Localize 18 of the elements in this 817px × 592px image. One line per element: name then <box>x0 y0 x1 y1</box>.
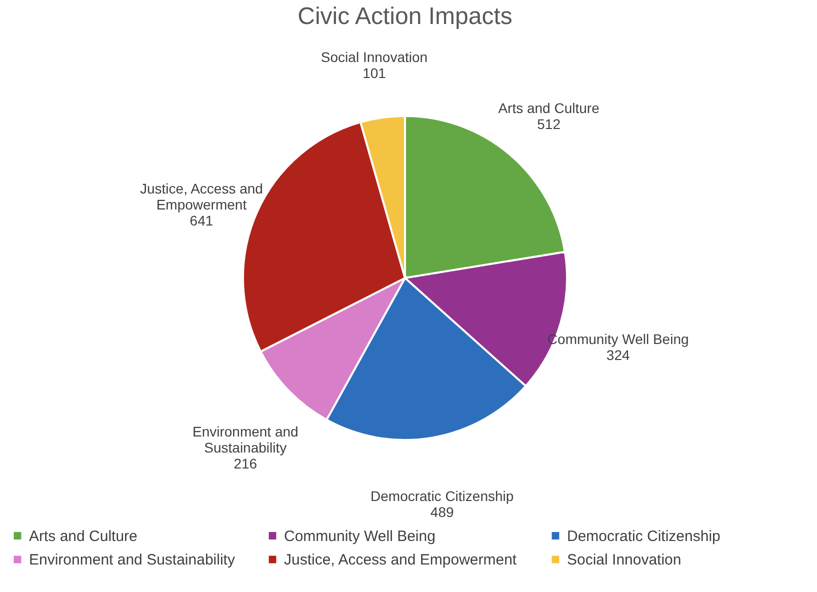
data-label: 512 <box>537 116 561 132</box>
legend-label: Environment and Sustainability <box>29 552 236 568</box>
slice-label: Justice, Access and Empowerment <box>140 180 263 212</box>
legend-label: Justice, Access and Empowerment <box>284 552 518 568</box>
data-label: 489 <box>430 504 454 520</box>
slice-label: Environment and Sustainability <box>192 423 298 456</box>
legend-label: Social Innovation <box>567 552 682 568</box>
data-label: 101 <box>362 65 386 82</box>
slice-label: Democratic Citizenship <box>370 488 514 504</box>
chart-title: Civic Action Impacts <box>298 3 512 30</box>
legend-label: Community Well Being <box>284 528 436 545</box>
slice-label: Arts and Culture <box>498 100 600 116</box>
data-label: 641 <box>190 212 214 228</box>
legend-label: Arts and Culture <box>29 528 138 545</box>
slice-label: Social Innovation <box>320 49 428 66</box>
legend-label: Democratic Citizenship <box>567 528 720 545</box>
data-label: 216 <box>234 455 258 472</box>
data-label: 324 <box>606 347 630 364</box>
